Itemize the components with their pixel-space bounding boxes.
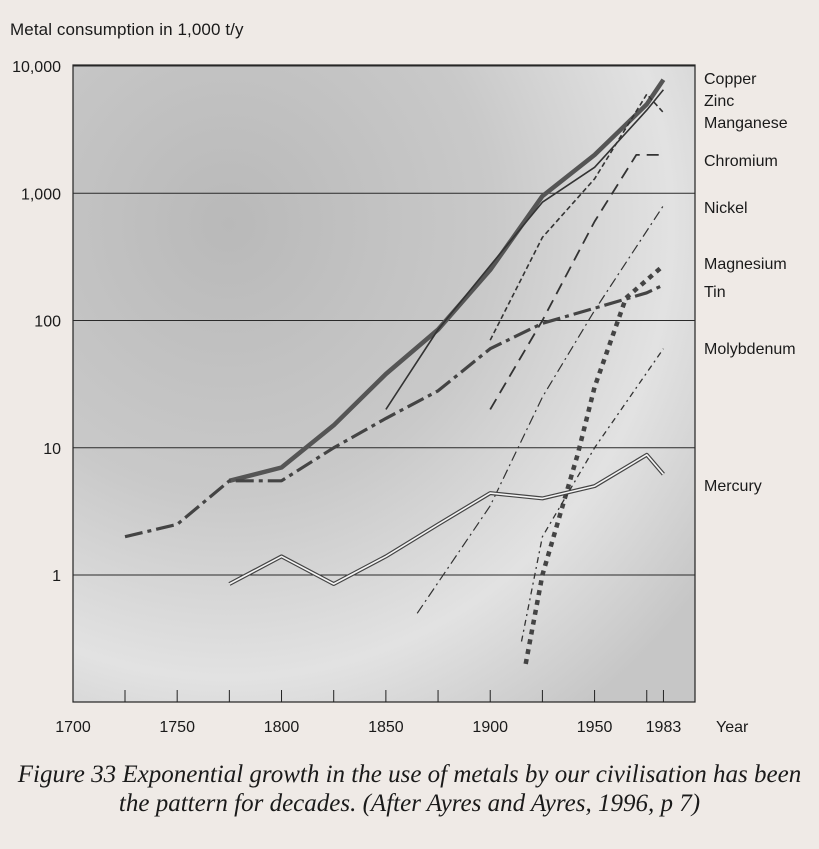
series-label-tin: Tin (704, 284, 726, 301)
series-line-tin (124, 283, 665, 539)
series-line-molybdenum (520, 348, 664, 642)
plot-area (72, 64, 696, 703)
y-tick-label: 1 (52, 568, 61, 585)
series-label-mercury: Mercury (704, 478, 762, 495)
x-tick-label: 1983 (646, 719, 682, 736)
series-line-nickel (416, 205, 664, 614)
x-tick-label: 1800 (264, 719, 300, 736)
x-tick-label: 1850 (368, 719, 404, 736)
series-line-manganese (489, 93, 664, 341)
x-tick-label: 1950 (577, 719, 613, 736)
series-label-zinc: Zinc (704, 93, 734, 110)
series-line-chromium (489, 153, 664, 410)
series-label-nickel: Nickel (704, 200, 748, 217)
series-line-magnesium (523, 263, 665, 665)
y-tick-label: 10,000 (12, 59, 61, 76)
x-tick-label: 1900 (472, 719, 508, 736)
x-tick-label: 1700 (55, 719, 91, 736)
series-line-mercury-inner (229, 453, 665, 585)
series-label-molybdenum: Molybdenum (704, 341, 796, 358)
series-line-zinc (385, 89, 665, 410)
y-tick-label: 10 (43, 441, 61, 458)
series-label-chromium: Chromium (704, 153, 778, 170)
y-tick-label: 1,000 (21, 186, 61, 203)
series-line-copper (228, 78, 666, 483)
figure-caption: Figure 33 Exponential growth in the use … (17, 761, 802, 817)
series-label-magnesium: Magnesium (704, 256, 787, 273)
y-tick-label: 100 (34, 314, 61, 331)
series-label-manganese: Manganese (704, 115, 788, 132)
x-axis-unit-label: Year (716, 719, 749, 736)
x-tick-label: 1750 (159, 719, 195, 736)
y-axis-title: Metal consumption in 1,000 t/y (10, 20, 244, 39)
series-label-copper: Copper (704, 71, 757, 88)
